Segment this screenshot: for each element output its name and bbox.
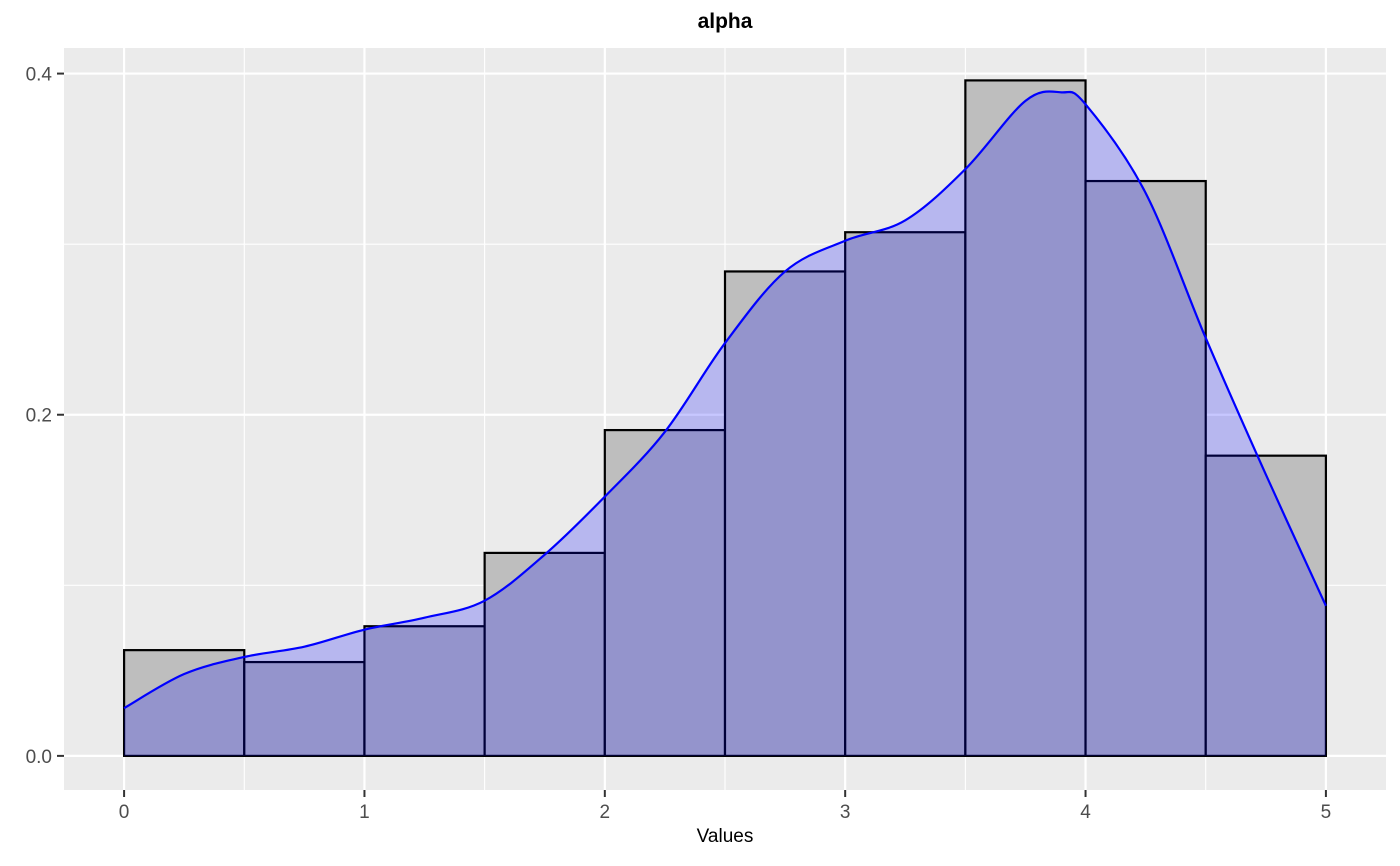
histogram-bar bbox=[243, 660, 366, 757]
histogram-bar bbox=[603, 428, 727, 757]
x-axis-label: Values bbox=[696, 826, 754, 847]
x-tick-label: 2 bbox=[600, 802, 611, 823]
histogram-bar bbox=[723, 270, 847, 757]
chart-title: alpha bbox=[697, 10, 753, 33]
histogram-bar bbox=[363, 625, 486, 757]
x-tick-label: 0 bbox=[119, 802, 130, 823]
histogram-bar bbox=[122, 649, 246, 757]
histogram-bar bbox=[964, 79, 1087, 757]
y-tick-label: 0.4 bbox=[26, 65, 53, 86]
x-tick-label: 4 bbox=[1080, 802, 1091, 823]
y-tick-label: 0.2 bbox=[26, 406, 52, 427]
x-tick-label: 3 bbox=[840, 802, 851, 823]
y-tick-label: 0.0 bbox=[26, 747, 52, 768]
histogram-bar bbox=[1084, 179, 1207, 757]
density-area bbox=[124, 91, 1326, 756]
histogram-bar bbox=[1204, 454, 1328, 757]
density-line bbox=[123, 90, 1327, 710]
histogram-bar bbox=[844, 231, 967, 757]
x-tick-label: 1 bbox=[359, 802, 370, 823]
x-tick-label: 5 bbox=[1321, 802, 1332, 823]
